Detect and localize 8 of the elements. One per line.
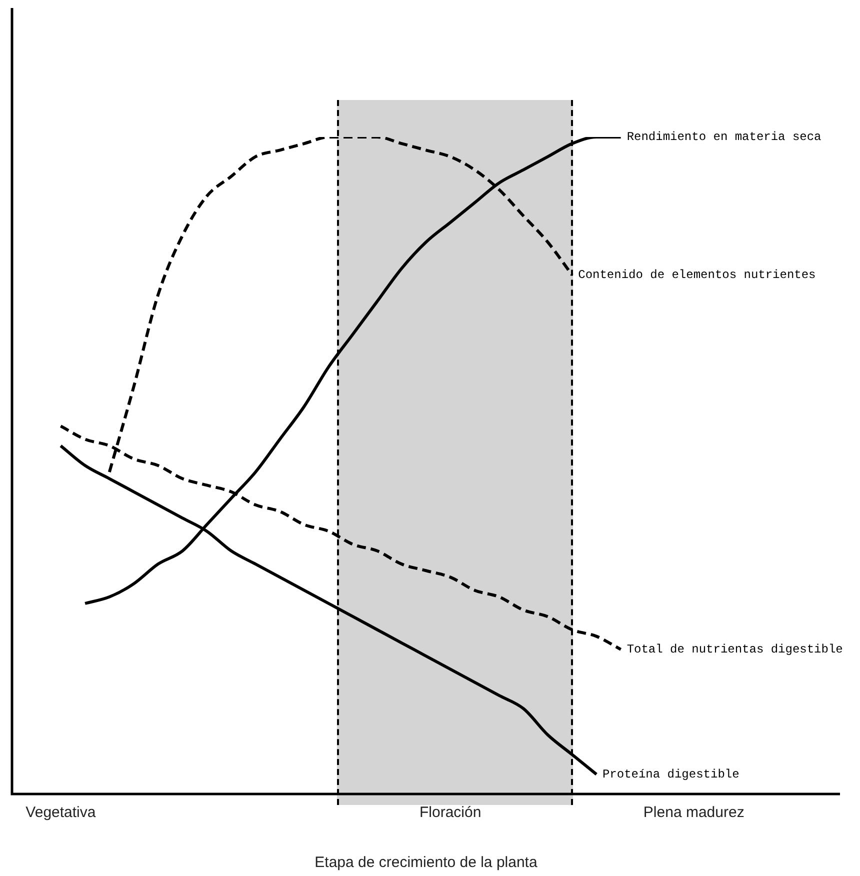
x-tick-label: Vegetativa [26,804,96,822]
x-axis-title: Etapa de crecimiento de la planta [314,854,538,872]
x-tick-label: Floración [420,804,482,822]
series-label: Total de nutrientas digestible [626,642,843,657]
series-label: Contenido de elementos nutrientes [578,268,816,282]
x-tick-label: Plena madurez [643,804,744,822]
series-label: Proteína digestible [602,767,740,782]
series-label: Rendimiento en materia seca [626,130,822,144]
